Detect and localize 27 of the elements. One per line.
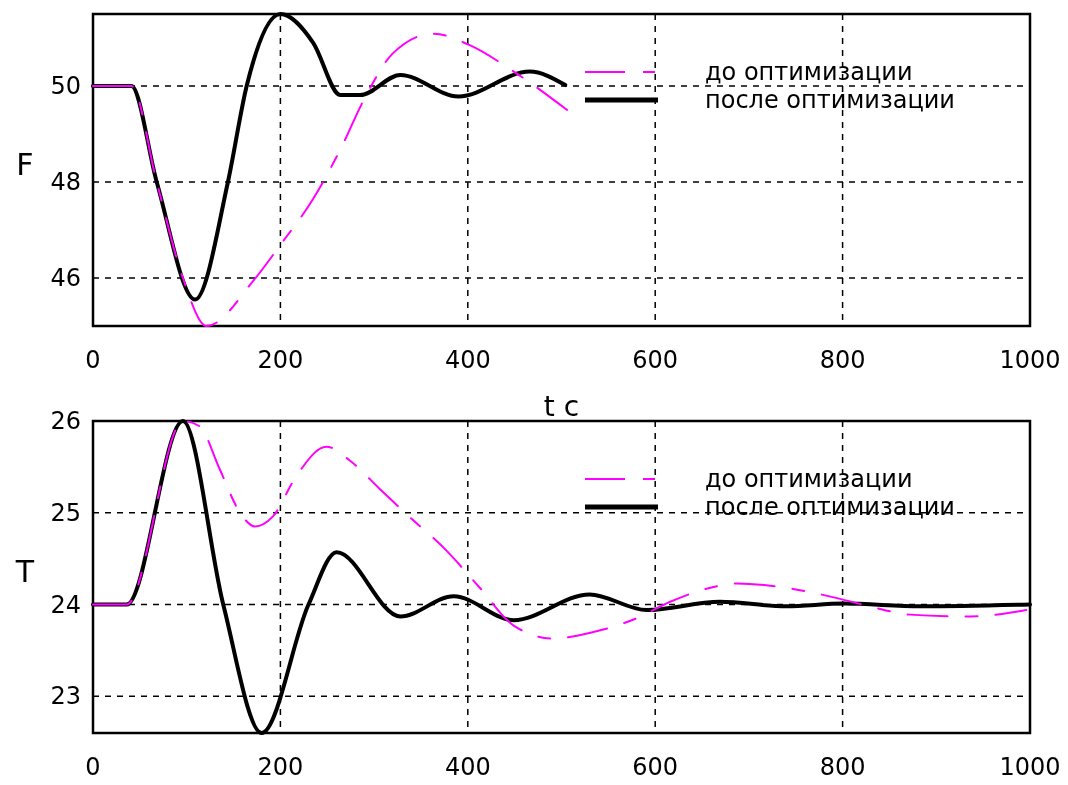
x-tick-label: 400 — [444, 346, 491, 374]
y-tick-label: 50 — [50, 72, 81, 100]
x-axis-title: t c — [543, 390, 580, 423]
y-axis-title: T — [14, 554, 35, 589]
x-tick-label: 1000 — [999, 346, 1061, 374]
legend-label: после оптимизации — [705, 493, 955, 521]
x-tick-label: 800 — [819, 753, 866, 781]
y-axis-title: F — [16, 147, 34, 182]
y-tick-label: 46 — [50, 264, 81, 292]
y-tick-label: 23 — [50, 682, 81, 711]
x-tick-label: 600 — [632, 753, 679, 781]
x-tick-label: 1000 — [999, 753, 1061, 781]
legend-label: после оптимизации — [705, 86, 955, 114]
legend-label: до оптимизации — [705, 465, 913, 493]
y-tick-label: 25 — [50, 498, 81, 527]
x-tick-label: 200 — [257, 753, 304, 781]
y-tick-label: 24 — [50, 590, 81, 619]
x-tick-label: 400 — [444, 753, 491, 781]
y-tick-label: 26 — [50, 407, 81, 435]
line-series — [92, 420, 1028, 640]
x-tick-label: 200 — [257, 346, 304, 374]
x-tick-label: 800 — [819, 346, 866, 374]
x-tick-label: 0 — [85, 753, 101, 781]
x-tick-label: 0 — [85, 346, 101, 374]
legend-label: до оптимизации — [705, 58, 913, 86]
x-tick-label: 600 — [632, 346, 679, 374]
y-tick-label: 48 — [50, 168, 81, 196]
